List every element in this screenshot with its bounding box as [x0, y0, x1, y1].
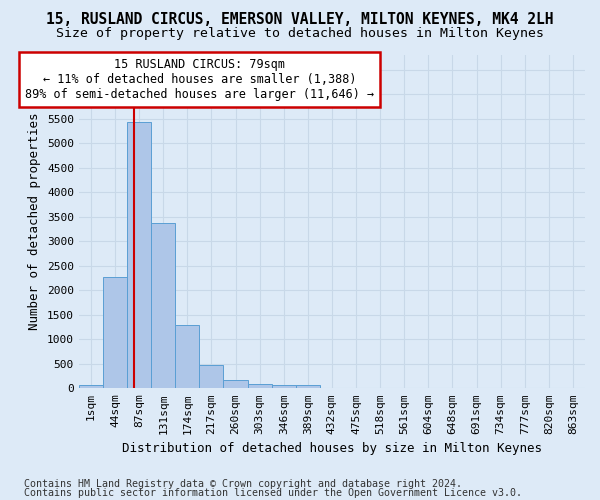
Bar — [175, 324, 199, 388]
Text: Contains public sector information licensed under the Open Government Licence v3: Contains public sector information licen… — [24, 488, 522, 498]
Bar — [199, 365, 223, 388]
Bar — [151, 222, 175, 388]
X-axis label: Distribution of detached houses by size in Milton Keynes: Distribution of detached houses by size … — [122, 442, 542, 455]
Bar — [127, 122, 151, 388]
Bar — [248, 384, 272, 388]
Text: Size of property relative to detached houses in Milton Keynes: Size of property relative to detached ho… — [56, 28, 544, 40]
Text: 15, RUSLAND CIRCUS, EMERSON VALLEY, MILTON KEYNES, MK4 2LH: 15, RUSLAND CIRCUS, EMERSON VALLEY, MILT… — [46, 12, 554, 28]
Bar — [296, 386, 320, 388]
Bar — [223, 380, 248, 388]
Y-axis label: Number of detached properties: Number of detached properties — [28, 113, 41, 330]
Text: 15 RUSLAND CIRCUS: 79sqm
← 11% of detached houses are smaller (1,388)
89% of sem: 15 RUSLAND CIRCUS: 79sqm ← 11% of detach… — [25, 58, 374, 101]
Bar — [103, 277, 127, 388]
Text: Contains HM Land Registry data © Crown copyright and database right 2024.: Contains HM Land Registry data © Crown c… — [24, 479, 462, 489]
Bar — [272, 386, 296, 388]
Bar — [79, 384, 103, 388]
